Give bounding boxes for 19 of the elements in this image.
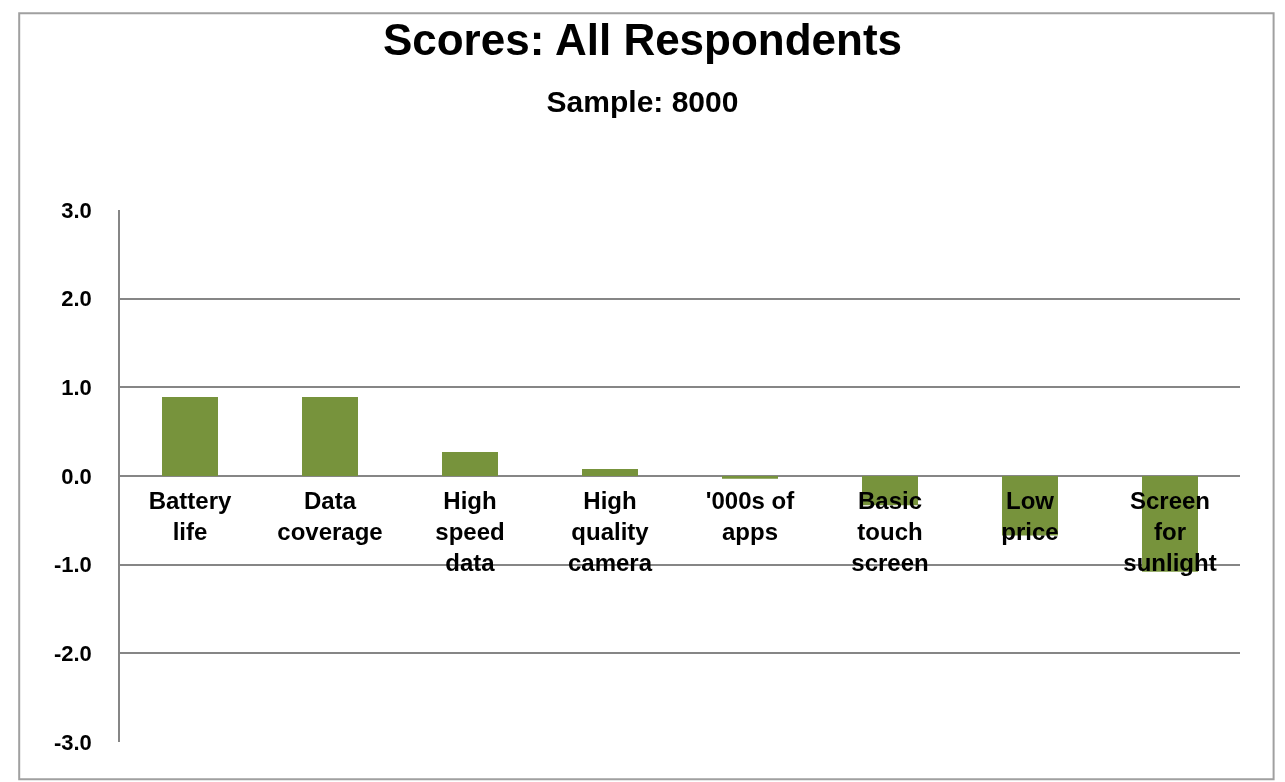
- bar: [582, 468, 638, 476]
- bar: [442, 452, 498, 476]
- y-tick-label: -3.0: [53, 729, 92, 755]
- x-tick-label: High quality camera: [567, 487, 653, 577]
- y-tick-label: 2.0: [61, 286, 92, 312]
- bar: [162, 397, 218, 476]
- y-tick-label: 1.0: [61, 375, 92, 401]
- y-tick-label: 0.0: [61, 463, 92, 489]
- x-tick-label: Battery life: [148, 487, 232, 546]
- y-tick-label: -1.0: [53, 552, 92, 578]
- bar: [302, 397, 358, 476]
- x-tick-label: High speed data: [435, 487, 505, 577]
- x-tick-label: '000s of apps: [705, 487, 796, 546]
- bar: [722, 476, 778, 479]
- x-tick-label: Data coverage: [277, 487, 383, 546]
- chart-title: Scores: All Respondents: [382, 14, 903, 64]
- y-tick-label: -2.0: [53, 641, 92, 667]
- y-tick-label: 3.0: [61, 197, 92, 223]
- chart-subtitle: Sample: 8000: [546, 84, 739, 118]
